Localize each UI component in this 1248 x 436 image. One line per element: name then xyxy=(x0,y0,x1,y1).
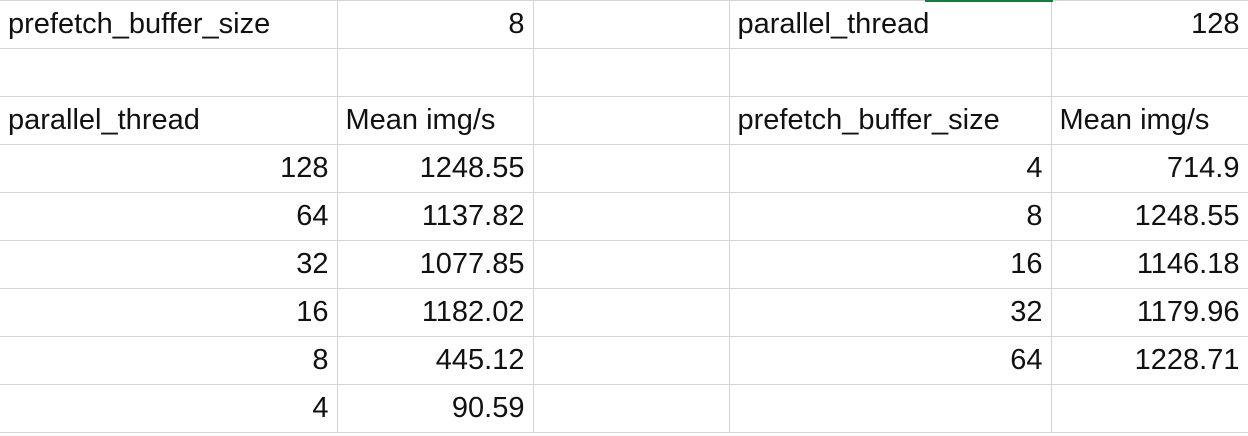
cell-a5[interactable]: 64 xyxy=(0,192,338,241)
cell-c6[interactable] xyxy=(533,240,730,289)
cell-e2[interactable] xyxy=(1051,48,1248,97)
cell-e3[interactable]: Mean img/s xyxy=(1051,96,1248,145)
cell-a2[interactable] xyxy=(0,48,338,97)
cell-b9[interactable]: 90.59 xyxy=(337,384,534,433)
cell-a8[interactable]: 8 xyxy=(0,336,338,385)
cell-e9[interactable] xyxy=(1051,384,1248,433)
cell-e1[interactable]: 128 xyxy=(1051,0,1248,49)
cell-a1[interactable]: prefetch_buffer_size xyxy=(0,0,338,49)
cell-b5[interactable]: 1137.82 xyxy=(337,192,534,241)
cell-e5[interactable]: 1248.55 xyxy=(1051,192,1248,241)
sheet-row: 64 1137.82 8 1248.55 xyxy=(0,192,1248,241)
cell-c2[interactable] xyxy=(533,48,730,97)
sheet-row: 32 1077.85 16 1146.18 xyxy=(0,240,1248,289)
cell-d4[interactable]: 4 xyxy=(729,144,1052,193)
cell-c4[interactable] xyxy=(533,144,730,193)
cell-e7[interactable]: 1179.96 xyxy=(1051,288,1248,337)
cell-d5[interactable]: 8 xyxy=(729,192,1052,241)
cell-b1[interactable]: 8 xyxy=(337,0,534,49)
cell-c7[interactable] xyxy=(533,288,730,337)
sheet-row: 8 445.12 64 1228.71 xyxy=(0,336,1248,385)
cell-d6[interactable]: 16 xyxy=(729,240,1052,289)
sheet-row: 128 1248.55 4 714.9 xyxy=(0,144,1248,193)
cell-c8[interactable] xyxy=(533,336,730,385)
cell-b4[interactable]: 1248.55 xyxy=(337,144,534,193)
sheet-row: parallel_thread Mean img/s prefetch_buff… xyxy=(0,96,1248,145)
cell-b7[interactable]: 1182.02 xyxy=(337,288,534,337)
sheet-row xyxy=(0,48,1248,97)
cell-e8[interactable]: 1228.71 xyxy=(1051,336,1248,385)
sheet-row: 4 90.59 xyxy=(0,384,1248,433)
cell-c5[interactable] xyxy=(533,192,730,241)
cell-d1[interactable]: parallel_thread xyxy=(729,0,1052,49)
cell-a6[interactable]: 32 xyxy=(0,240,338,289)
cell-c9[interactable] xyxy=(533,384,730,433)
cell-e4[interactable]: 714.9 xyxy=(1051,144,1248,193)
cell-d7[interactable]: 32 xyxy=(729,288,1052,337)
cell-c3[interactable] xyxy=(533,96,730,145)
cell-d2[interactable] xyxy=(729,48,1052,97)
cell-d3[interactable]: prefetch_buffer_size xyxy=(729,96,1052,145)
cell-e6[interactable]: 1146.18 xyxy=(1051,240,1248,289)
cell-c1[interactable] xyxy=(533,0,730,49)
cell-b3[interactable]: Mean img/s xyxy=(337,96,534,145)
cell-a4[interactable]: 128 xyxy=(0,144,338,193)
cell-b6[interactable]: 1077.85 xyxy=(337,240,534,289)
cell-a3[interactable]: parallel_thread xyxy=(0,96,338,145)
cell-b8[interactable]: 445.12 xyxy=(337,336,534,385)
sheet-row: 16 1182.02 32 1179.96 xyxy=(0,288,1248,337)
cell-b2[interactable] xyxy=(337,48,534,97)
cell-d8[interactable]: 64 xyxy=(729,336,1052,385)
cell-a7[interactable]: 16 xyxy=(0,288,338,337)
sheet-row: prefetch_buffer_size 8 parallel_thread 1… xyxy=(0,0,1248,49)
cell-a9[interactable]: 4 xyxy=(0,384,338,433)
cell-d9[interactable] xyxy=(729,384,1052,433)
active-cell-indicator xyxy=(925,0,1053,2)
